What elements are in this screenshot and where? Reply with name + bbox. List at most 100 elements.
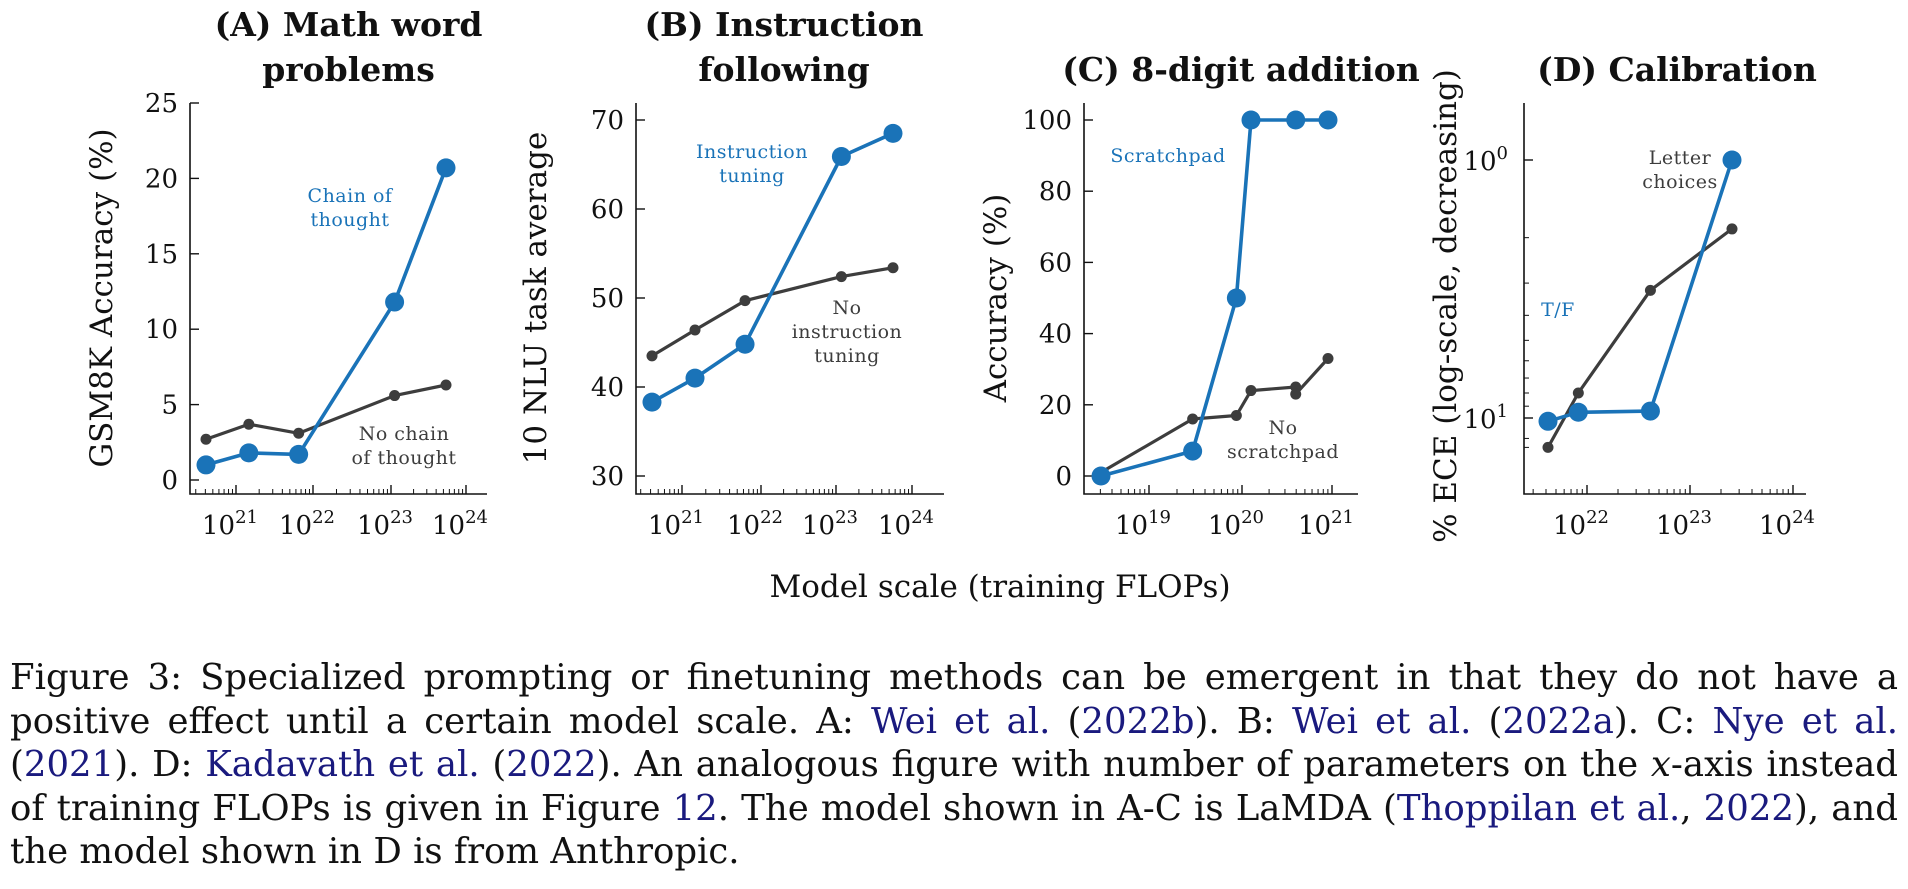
citation-year-link[interactable]: 2022 <box>1703 787 1795 829</box>
y-tick-label: 101 <box>1463 401 1508 435</box>
y-tick-label: 70 <box>591 106 624 136</box>
x-tick-label: 1022 <box>727 507 783 541</box>
y-tick-label: 30 <box>591 462 624 492</box>
series-label: tuning <box>719 165 785 187</box>
y-tick-label: 80 <box>1039 177 1072 207</box>
data-point <box>1726 223 1738 235</box>
data-point-large <box>831 146 851 166</box>
series-label: tuning <box>814 345 880 367</box>
x-tick-label: 1020 <box>1208 507 1264 541</box>
y-tick-label: 5 <box>161 391 178 421</box>
citation-link[interactable]: Nye et al. <box>1712 700 1898 742</box>
math-variable: x <box>1650 744 1671 785</box>
panel-title: (D) Calibration <box>1537 50 1817 89</box>
series-label: No <box>832 297 861 319</box>
x-tick-label: 1023 <box>357 507 413 541</box>
data-point <box>646 350 658 362</box>
data-point-large <box>1568 402 1588 422</box>
citation-link[interactable]: Wei et al. <box>871 700 1051 742</box>
x-tick-label: 1024 <box>878 507 934 541</box>
series-label: thought <box>310 209 389 231</box>
y-axis-label: Accuracy (%) <box>978 194 1014 404</box>
series-label: choices <box>1642 171 1718 193</box>
citation-link[interactable]: Kadavath et al. <box>205 744 480 785</box>
y-tick-label: 60 <box>1039 248 1072 278</box>
panel-c: (C) 8-digit addition Accuracy (%) 1019 1020… <box>978 50 1420 541</box>
y-tick-label: 100 <box>1022 106 1072 136</box>
panel-title: (A) Math word <box>215 5 483 44</box>
series-label: of thought <box>351 447 456 469</box>
data-point-large <box>642 392 662 412</box>
citation-year-link[interactable]: 2022 <box>506 744 597 785</box>
citation-year-link[interactable]: 2021 <box>23 744 115 785</box>
data-point <box>835 271 847 283</box>
data-point <box>689 324 701 336</box>
x-tick-label: 1021 <box>202 507 258 541</box>
x-tick-label: 1022 <box>1553 507 1609 541</box>
data-point-large <box>735 334 755 354</box>
y-tick-label: 100 <box>1463 143 1508 177</box>
y-tick-label: 40 <box>1039 320 1072 350</box>
data-point <box>389 390 401 402</box>
caption-text: ( <box>1050 700 1082 742</box>
data-point-large <box>196 455 216 475</box>
data-point-large <box>1091 466 1111 486</box>
citation-year-link[interactable]: 2022b <box>1081 700 1195 742</box>
y-tick-label: 20 <box>145 164 178 194</box>
x-tick-label: 1021 <box>1298 507 1354 541</box>
y-tick-label: 15 <box>145 240 178 270</box>
y-tick-label: 25 <box>145 89 178 119</box>
data-point-large <box>436 158 456 178</box>
x-tick-label: 1021 <box>648 507 704 541</box>
data-point <box>1322 353 1334 365</box>
series-label: No chain <box>359 423 450 445</box>
series-label: Instruction <box>696 141 808 163</box>
data-point-large <box>1286 110 1306 130</box>
figure-ref-link[interactable]: 12 <box>672 787 718 829</box>
shared-x-axis-label: Model scale (training FLOPs) <box>769 569 1230 605</box>
series-label: Letter <box>1649 147 1712 169</box>
data-point-large <box>1226 288 1246 308</box>
x-tick-label: 1024 <box>432 507 488 541</box>
data-point <box>1245 385 1257 397</box>
data-point-large <box>289 444 309 464</box>
data-point <box>200 433 212 445</box>
panel-title: (C) 8-digit addition <box>1062 50 1419 89</box>
data-point <box>887 262 899 274</box>
data-point-large <box>883 123 903 143</box>
data-point <box>1230 409 1242 421</box>
series-label: scratchpad <box>1227 441 1339 463</box>
data-point <box>1290 388 1302 400</box>
data-point <box>293 427 305 439</box>
y-tick-label: 0 <box>161 466 178 496</box>
caption-text: ), and the model shown in D is from Anth… <box>10 787 1899 873</box>
citation-year-link[interactable]: 2022a <box>1502 700 1614 742</box>
series-label: instruction <box>792 321 903 343</box>
x-tick-label: 1022 <box>279 507 335 541</box>
panel-title: (B) Instruction <box>644 5 923 44</box>
x-tick-label: 1023 <box>1656 507 1712 541</box>
data-point-large <box>239 443 259 463</box>
data-point <box>1187 413 1199 425</box>
panel-b: (B) Instruction following 10 NLU task aver… <box>518 5 944 541</box>
caption-text: ). B: <box>1194 700 1292 742</box>
data-point-large <box>385 292 405 312</box>
y-axis-label: % ECE (log-scale, decreasing) <box>1428 69 1464 543</box>
figure-caption: Figure 3: Specialized prompting or finet… <box>10 656 1898 874</box>
citation-link[interactable]: Thoppilan et al. <box>1396 787 1681 829</box>
data-point <box>440 379 452 391</box>
data-point-large <box>1241 110 1261 130</box>
x-tick-label: 1024 <box>1759 507 1815 541</box>
x-tick-label: 1019 <box>1115 507 1171 541</box>
y-tick-label: 20 <box>1039 391 1072 421</box>
axis-line <box>189 103 487 495</box>
y-tick-label: 40 <box>591 373 624 403</box>
series-line <box>1547 159 1734 424</box>
data-point-large <box>1183 441 1203 461</box>
data-point-large <box>685 368 705 388</box>
data-point <box>1572 387 1584 399</box>
caption-text: ( <box>10 744 24 785</box>
series-label: Chain of <box>308 185 394 207</box>
y-tick-label: 60 <box>591 195 624 225</box>
citation-link[interactable]: Wei et al. <box>1292 700 1472 742</box>
